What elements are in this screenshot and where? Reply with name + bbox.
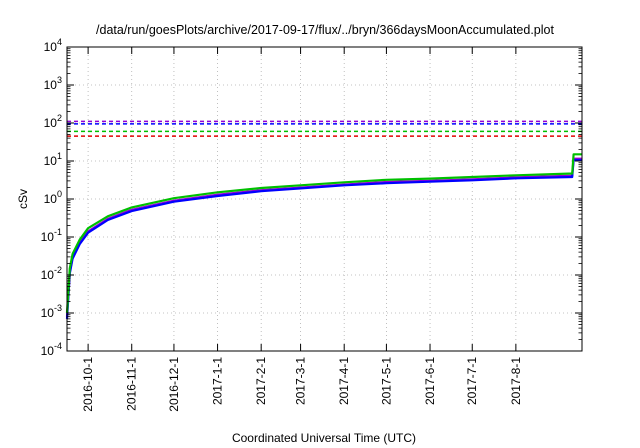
x-tick-label: 2017-4-1 xyxy=(337,357,351,405)
x-tick-label: 2017-1-1 xyxy=(211,357,225,405)
x-tick-label: 2017-6-1 xyxy=(423,357,437,405)
y-axis: 10-4 10-3 10-2 10-1 100 101 102 103 104 xyxy=(41,37,582,358)
x-tick-label: 2017-7-1 xyxy=(465,357,479,405)
series-lines xyxy=(65,153,582,319)
x-tick-label: 2016-11-1 xyxy=(125,357,139,411)
chart-title: /data/run/goesPlots/archive/2017-09-17/f… xyxy=(96,23,554,37)
y-tick-label: 10-3 xyxy=(41,303,62,320)
x-tick-label: 2016-12-1 xyxy=(167,357,181,412)
y-tick-label: 101 xyxy=(44,151,62,168)
threshold-lines xyxy=(67,120,582,137)
x-tick-label: 2016-10-1 xyxy=(81,357,95,412)
x-axis: 2016-10-1 2016-11-1 2016-12-1 2017-1-1 2017-… xyxy=(81,47,523,412)
y-axis-label: cSv xyxy=(16,189,30,209)
series-line xyxy=(65,153,582,314)
x-tick-label: 2017-8-1 xyxy=(509,357,523,405)
x-tick-label: 2017-3-1 xyxy=(294,357,308,405)
y-tick-label: 10-1 xyxy=(41,227,62,244)
series-line xyxy=(65,159,582,319)
y-tick-label: 100 xyxy=(44,189,62,206)
x-axis-label: Coordinated Universal Time (UTC) xyxy=(232,431,416,445)
x-tick-label: 2017-2-1 xyxy=(254,357,268,405)
y-tick-label: 103 xyxy=(44,75,62,92)
y-tick-label: 10-2 xyxy=(41,265,62,282)
y-tick-label: 104 xyxy=(44,37,62,54)
x-tick-label: 2017-5-1 xyxy=(379,357,393,405)
y-tick-label: 102 xyxy=(44,113,62,130)
y-tick-label: 10-4 xyxy=(41,341,62,358)
